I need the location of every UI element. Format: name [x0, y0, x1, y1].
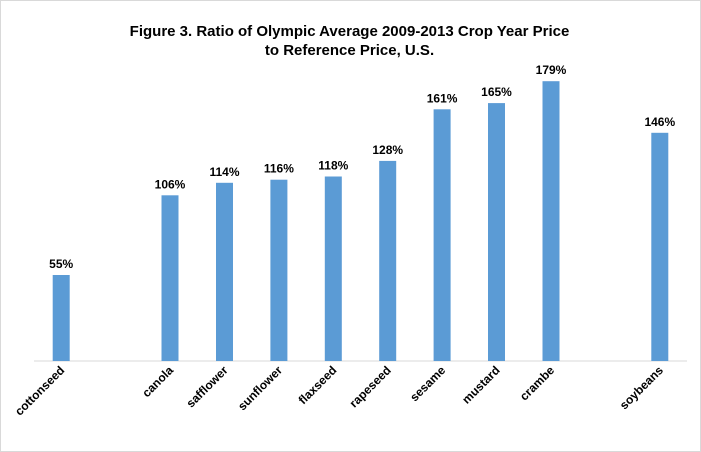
category-label-sesame: sesame [407, 363, 448, 404]
bar-flaxseed [324, 176, 342, 361]
bar-soybeans [651, 132, 669, 361]
data-label-sesame: 161% [427, 91, 458, 105]
category-label-crambe: crambe [517, 363, 557, 403]
bar-sunflower [270, 179, 288, 361]
category-label-canola: canola [139, 363, 176, 400]
category-label-sunflower: sunflower [235, 363, 285, 413]
data-label-cottonseed: 55% [49, 257, 73, 271]
category-label-mustard: mustard [459, 363, 502, 406]
category-label-soybeans: soybeans [617, 363, 666, 412]
bar-mustard [488, 103, 505, 361]
data-label-mustard: 165% [481, 85, 512, 99]
chart-title-line-1: Figure 3. Ratio of Olympic Average 2009-… [129, 23, 570, 40]
bar-crambe [542, 81, 560, 361]
bar-canola [161, 195, 179, 361]
data-label-flaxseed: 118% [318, 159, 348, 173]
bar-safflower [216, 182, 233, 361]
data-label-soybeans: 146% [644, 115, 675, 129]
chart-title: Figure 3. Ratio of Olympic Average 2009-… [0, 22, 699, 60]
bar-cottonseed [52, 275, 70, 361]
data-label-crambe: 179% [536, 63, 567, 77]
category-label-safflower: safflower [183, 363, 230, 410]
category-label-flaxseed: flaxseed [296, 363, 340, 407]
chart-title-line-2: to Reference Price, U.S. [264, 42, 435, 59]
category-label-rapeseed: rapeseed [347, 363, 394, 410]
bar-rapeseed [379, 160, 397, 361]
data-label-canola: 106% [155, 177, 186, 191]
data-label-safflower: 114% [209, 165, 239, 179]
data-label-sunflower: 116% [264, 162, 294, 176]
category-label-cottonseed: cottonseed [12, 363, 67, 418]
data-label-rapeseed: 128% [372, 143, 403, 157]
bar-sesame [433, 109, 451, 361]
